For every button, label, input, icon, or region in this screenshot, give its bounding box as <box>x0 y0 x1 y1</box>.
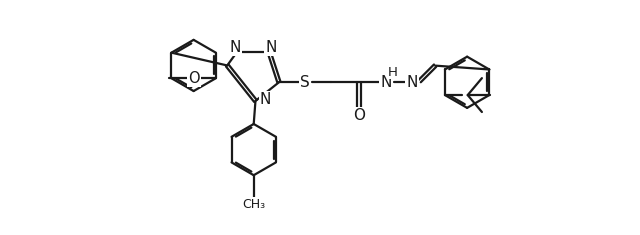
Text: S: S <box>300 75 310 90</box>
Text: N: N <box>230 40 241 55</box>
Text: H: H <box>388 66 397 79</box>
Text: O: O <box>353 108 365 123</box>
Text: O: O <box>188 71 200 86</box>
Text: N: N <box>380 75 392 90</box>
Text: N: N <box>260 92 271 107</box>
Text: N: N <box>265 40 276 55</box>
Text: CH₃: CH₃ <box>242 198 265 211</box>
Text: N: N <box>406 75 418 90</box>
